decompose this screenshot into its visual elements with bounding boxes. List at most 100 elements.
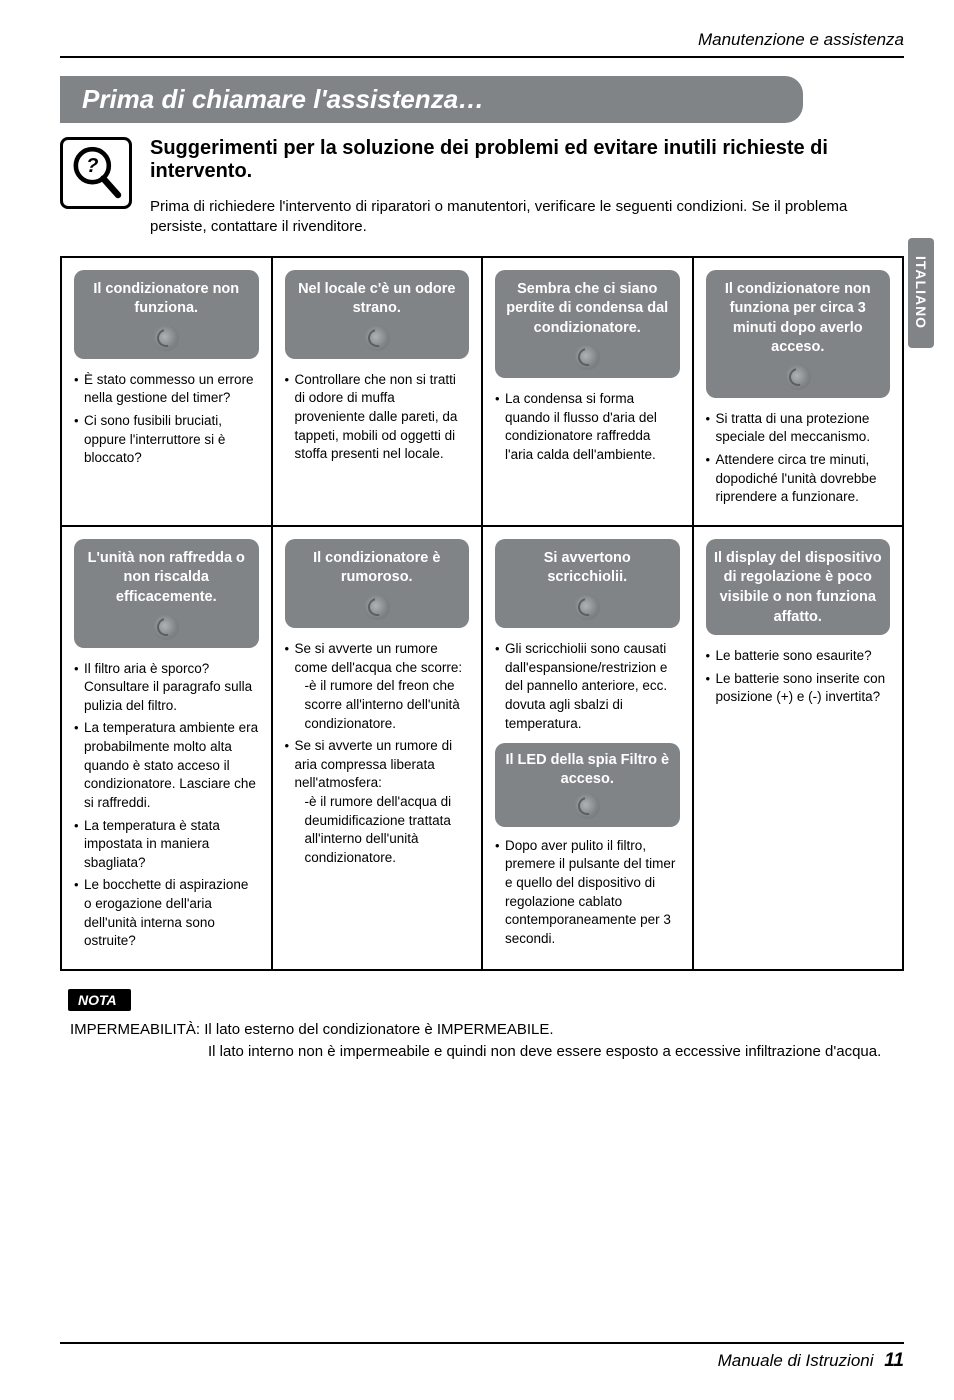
item-text: Attendere circa tre minuti, dopodiché l'… bbox=[716, 452, 877, 504]
item-text: Le batterie sono inserite con posizione … bbox=[716, 671, 886, 705]
swirl-icon bbox=[785, 364, 811, 390]
card-head: Il condizionatore è rumoroso. bbox=[285, 539, 470, 628]
bullet-list: La condensa si forma quando il flusso d'… bbox=[495, 390, 680, 465]
nota-badge: NOTA bbox=[68, 989, 131, 1011]
card-head-text: Il LED della spia Filtro è acceso. bbox=[505, 752, 669, 787]
item-text: Le batterie sono esaurite? bbox=[716, 648, 872, 663]
list-item: La condensa si forma quando il flusso d'… bbox=[495, 390, 680, 465]
swirl-icon bbox=[574, 793, 600, 819]
nota-line2: Il lato interno non è impermeabile e qui… bbox=[70, 1041, 904, 1063]
list-item: È stato commesso un errore nella gestion… bbox=[74, 371, 259, 408]
list-item: Le batterie sono inserite con posizione … bbox=[706, 670, 891, 707]
bullet-list: Dopo aver pulito il filtro, premere il p… bbox=[495, 837, 680, 949]
card-head-text: Il condizionatore non funziona. bbox=[93, 281, 239, 317]
item-text: Ci sono fusibili bruciati, oppure l'inte… bbox=[84, 413, 225, 465]
item-text: La temperatura è stata impostata in mani… bbox=[84, 818, 220, 870]
list-item: Le batterie sono esaurite? bbox=[706, 647, 891, 666]
card-head: Il condizionatore non funziona per circa… bbox=[706, 270, 891, 398]
item-text: Le bocchette di aspirazione o erogazione… bbox=[84, 877, 248, 948]
item-text: Controllare che non si tratti di odore d… bbox=[295, 372, 458, 462]
cell-r1c3: Sembra che ci siano perdite di condensa … bbox=[482, 257, 693, 526]
list-item: Il filtro aria è sporco?Consultare il pa… bbox=[74, 660, 259, 716]
footer-page-number: 11 bbox=[884, 1350, 904, 1371]
intro-paragraph: Prima di richiedere l'intervento di ripa… bbox=[150, 197, 904, 238]
swirl-icon bbox=[574, 594, 600, 620]
card-head-text: Il display del dispositivo di regolazion… bbox=[714, 550, 882, 625]
banner-text: Prima di chiamare l'assistenza… bbox=[82, 84, 484, 114]
cell-r2c1: L'unità non raffredda o non riscalda eff… bbox=[61, 526, 272, 970]
cell-r1c1: Il condizionatore non funziona. È stato … bbox=[61, 257, 272, 526]
swirl-icon bbox=[364, 325, 390, 351]
language-side-tab: ITALIANO bbox=[908, 238, 934, 348]
card-head-text: L'unità non raffredda o non riscalda eff… bbox=[88, 550, 245, 605]
nota-body: IMPERMEABILITÀ: Il lato esterno del cond… bbox=[60, 1019, 904, 1063]
nota-badge-text: NOTA bbox=[78, 992, 117, 1008]
item-text: Il filtro aria è sporco?Consultare il pa… bbox=[84, 661, 252, 713]
list-item: Ci sono fusibili bruciati, oppure l'inte… bbox=[74, 412, 259, 468]
page-banner: Prima di chiamare l'assistenza… bbox=[60, 76, 803, 123]
item-text: La condensa si forma quando il flusso d'… bbox=[505, 391, 657, 462]
bullet-list: Controllare che non si tratti di odore d… bbox=[285, 371, 470, 464]
item-text: Gli scricchiolii sono causati dall'espan… bbox=[505, 641, 667, 731]
swirl-icon bbox=[574, 344, 600, 370]
section-header-text: Manutenzione e assistenza bbox=[698, 30, 904, 49]
cell-r2c3: Si avvertono scricchiolii. Gli scricchio… bbox=[482, 526, 693, 970]
swirl-icon bbox=[364, 594, 390, 620]
magnifier-question-icon: ? bbox=[60, 137, 132, 209]
swirl-icon bbox=[153, 614, 179, 640]
list-item: Attendere circa tre minuti, dopodiché l'… bbox=[706, 451, 891, 507]
cell-r2c2: Il condizionatore è rumoroso. Se si avve… bbox=[272, 526, 483, 970]
card-head: Il display del dispositivo di regolazion… bbox=[706, 539, 891, 635]
card-head-text: Nel locale c'è un odore strano. bbox=[298, 281, 455, 317]
card-head-text: Il condizionatore non funziona per circa… bbox=[725, 281, 871, 356]
card-head: Il condizionatore non funziona. bbox=[74, 270, 259, 359]
page-footer: Manuale di Istruzioni 11 bbox=[60, 1342, 904, 1372]
bullet-list: Si tratta di una protezione speciale del… bbox=[706, 410, 891, 507]
footer-label: Manuale di Istruzioni bbox=[718, 1351, 874, 1370]
intro-row: ? Suggerimenti per la soluzione dei prob… bbox=[60, 137, 904, 238]
bullet-list: Il filtro aria è sporco?Consultare il pa… bbox=[74, 660, 259, 951]
troubleshooting-table: Il condizionatore non funziona. È stato … bbox=[60, 256, 904, 971]
item-text: Si tratta di una protezione speciale del… bbox=[716, 411, 871, 445]
bullet-list: Gli scricchiolii sono causati dall'espan… bbox=[495, 640, 680, 733]
table-row: Il condizionatore non funziona. È stato … bbox=[61, 257, 903, 526]
svg-text:?: ? bbox=[86, 155, 98, 177]
list-item: Se si avverte un rumore di aria compress… bbox=[285, 737, 470, 867]
card-head: L'unità non raffredda o non riscalda eff… bbox=[74, 539, 259, 648]
list-item: Se si avverte un rumore come dell'acqua … bbox=[285, 640, 470, 733]
item-text: La temperatura ambiente era probabilment… bbox=[84, 720, 258, 810]
card-head: Si avvertono scricchiolii. bbox=[495, 539, 680, 628]
card-head-secondary: Il LED della spia Filtro è acceso. bbox=[495, 743, 680, 827]
list-item: La temperatura è stata impostata in mani… bbox=[74, 817, 259, 873]
bullet-list: È stato commesso un errore nella gestion… bbox=[74, 371, 259, 468]
item-sub: -è il rumore dell'acqua di deumidificazi… bbox=[295, 793, 470, 868]
cell-r1c4: Il condizionatore non funziona per circa… bbox=[693, 257, 904, 526]
list-item: Controllare che non si tratti di odore d… bbox=[285, 371, 470, 464]
nota-line1: IMPERMEABILITÀ: Il lato esterno del cond… bbox=[70, 1021, 554, 1038]
section-header: Manutenzione e assistenza bbox=[60, 30, 904, 58]
cell-r1c2: Nel locale c'è un odore strano. Controll… bbox=[272, 257, 483, 526]
item-text: È stato commesso un errore nella gestion… bbox=[84, 372, 254, 406]
bullet-list: Le batterie sono esaurite? Le batterie s… bbox=[706, 647, 891, 707]
bullet-list: Se si avverte un rumore come dell'acqua … bbox=[285, 640, 470, 868]
side-tab-label: ITALIANO bbox=[913, 256, 929, 329]
swirl-icon bbox=[153, 325, 179, 351]
item-text: Se si avverte un rumore come dell'acqua … bbox=[295, 641, 463, 675]
card-head-text: Si avvertono scricchiolii. bbox=[544, 550, 631, 586]
list-item: Dopo aver pulito il filtro, premere il p… bbox=[495, 837, 680, 949]
list-item: Gli scricchiolii sono causati dall'espan… bbox=[495, 640, 680, 733]
intro-text: Suggerimenti per la soluzione dei proble… bbox=[150, 137, 904, 238]
card-head-text: Il condizionatore è rumoroso. bbox=[313, 550, 440, 586]
list-item: La temperatura ambiente era probabilment… bbox=[74, 719, 259, 812]
list-item: Le bocchette di aspirazione o erogazione… bbox=[74, 876, 259, 951]
item-sub: -è il rumore del freon che scorre all'in… bbox=[295, 677, 470, 733]
item-text: Dopo aver pulito il filtro, premere il p… bbox=[505, 838, 675, 946]
nota-block: NOTA IMPERMEABILITÀ: Il lato esterno del… bbox=[60, 989, 904, 1063]
card-head: Nel locale c'è un odore strano. bbox=[285, 270, 470, 359]
table-row: L'unità non raffredda o non riscalda eff… bbox=[61, 526, 903, 970]
cell-r2c4: Il display del dispositivo di regolazion… bbox=[693, 526, 904, 970]
card-head: Sembra che ci siano perdite di condensa … bbox=[495, 270, 680, 379]
intro-heading: Suggerimenti per la soluzione dei proble… bbox=[150, 137, 904, 183]
item-text: Se si avverte un rumore di aria compress… bbox=[295, 738, 453, 790]
card-head-text: Sembra che ci siano perdite di condensa … bbox=[506, 281, 668, 336]
